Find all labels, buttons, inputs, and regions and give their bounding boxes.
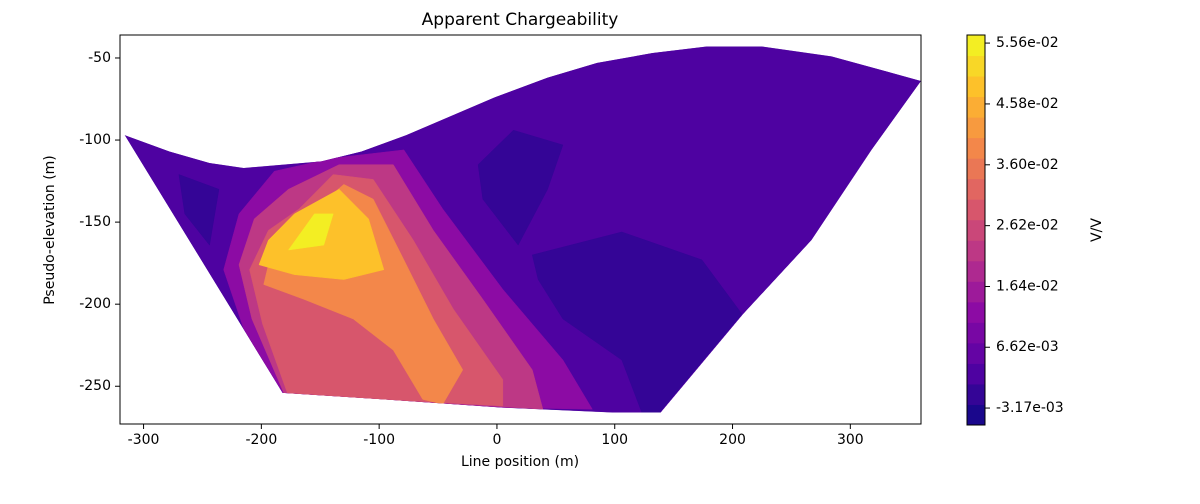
colorbar-band	[967, 363, 985, 385]
colorbar-tick-label: 6.62e-03	[996, 339, 1059, 355]
plot-frame	[119, 34, 922, 425]
colorbar-tick-label: 3.60e-02	[996, 157, 1059, 173]
colorbar-band	[967, 260, 985, 282]
y-tick-label: -200	[79, 296, 111, 312]
colorbar-tick-label: -3.17e-03	[996, 400, 1064, 416]
contour-area	[124, 46, 921, 413]
x-tick-label: 0	[492, 432, 501, 448]
x-tick-label: -300	[128, 432, 160, 448]
colorbar-band	[967, 219, 985, 241]
colorbar-band	[967, 404, 985, 426]
x-tick-label: -200	[245, 432, 277, 448]
colorbar-band	[967, 76, 985, 98]
x-tick-label: 300	[837, 432, 864, 448]
colorbar-band	[967, 342, 985, 364]
y-tick-label: -250	[79, 378, 111, 394]
colorbar-band	[967, 322, 985, 344]
colorbar-tick-label: 4.58e-02	[996, 96, 1059, 112]
contour-region	[477, 129, 564, 246]
y-tick-label: -50	[88, 50, 111, 66]
colorbar-band	[967, 178, 985, 200]
colorbar-label: V/V	[1089, 218, 1105, 242]
contour-region	[287, 213, 334, 251]
colorbar-tick-label: 1.64e-02	[996, 279, 1059, 295]
contour-region	[178, 174, 220, 246]
colorbar-band	[967, 55, 985, 77]
colorbar-band	[967, 137, 985, 159]
colorbar-tick-label: 5.56e-02	[996, 35, 1059, 51]
colorbar-band	[967, 199, 985, 221]
colorbar-band	[967, 35, 985, 57]
x-tick-label: -100	[363, 432, 395, 448]
chart-title: Apparent Chargeability	[422, 10, 619, 30]
colorbar-band	[967, 240, 985, 262]
colorbar-band	[967, 117, 985, 139]
x-axis-label: Line position (m)	[461, 454, 579, 470]
colorbar-band	[967, 158, 985, 180]
colorbar-band	[967, 301, 985, 323]
colorbar-tick-label: 2.62e-02	[996, 218, 1059, 234]
y-tick-label: -100	[79, 132, 111, 148]
x-tick-label: 200	[719, 432, 746, 448]
colorbar-band	[967, 281, 985, 303]
contour-region	[531, 231, 743, 413]
y-axis-label: Pseudo-elevation (m)	[42, 155, 58, 305]
colorbar-band	[967, 383, 985, 405]
colorbar-band	[967, 96, 985, 118]
colorbar-frame	[966, 34, 986, 426]
y-tick-label: -150	[79, 214, 111, 230]
x-tick-label: 100	[601, 432, 628, 448]
